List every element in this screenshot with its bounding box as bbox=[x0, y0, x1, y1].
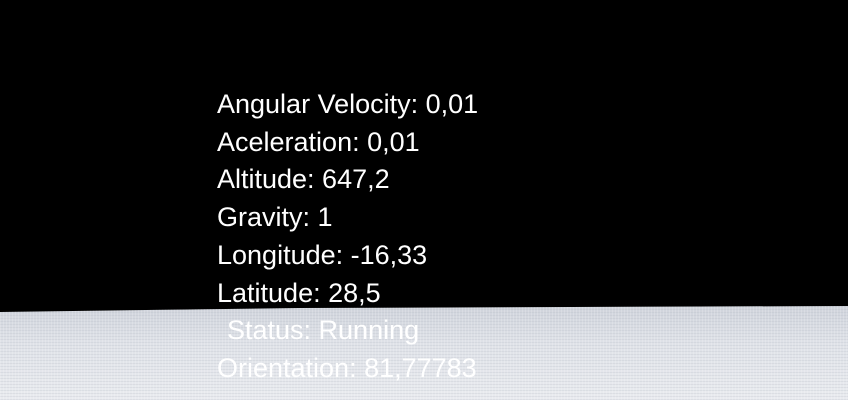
angular-velocity-readout: Angular Velocity: 0,01 bbox=[217, 89, 479, 119]
gravity-readout: Gravity: 1 bbox=[217, 202, 333, 233]
longitude-readout: Longitude: -16,33 bbox=[217, 239, 428, 270]
aceleration-readout: Aceleration: 0,01 bbox=[217, 126, 420, 157]
telemetry-hud: Angular Velocity: 0,01 Aceleration: 0,01… bbox=[217, 86, 478, 388]
sky-background bbox=[0, 0, 848, 312]
ground-texture bbox=[0, 306, 848, 400]
status-readout: Status: Running bbox=[227, 315, 420, 346]
altitude-readout: Altitude: 647,2 bbox=[217, 164, 390, 195]
orientation-readout: Orientation: 81,77783 bbox=[217, 352, 477, 383]
latitude-readout: Latitude: 28,5 bbox=[217, 277, 381, 308]
ground-plane bbox=[0, 306, 848, 400]
